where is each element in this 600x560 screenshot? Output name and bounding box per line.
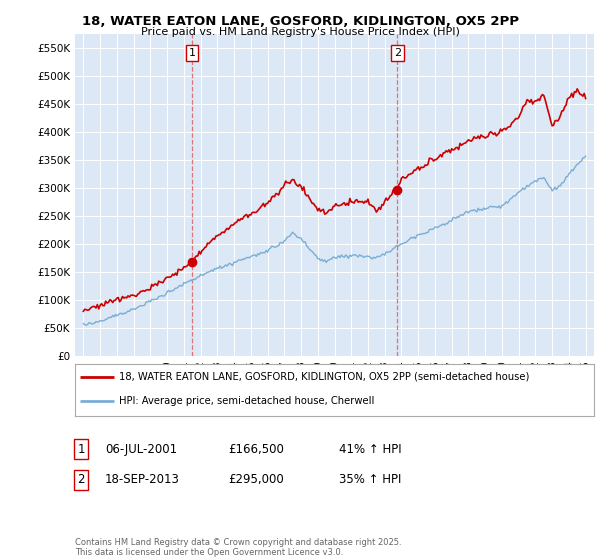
Text: 18-SEP-2013: 18-SEP-2013 <box>105 473 180 487</box>
Text: Contains HM Land Registry data © Crown copyright and database right 2025.
This d: Contains HM Land Registry data © Crown c… <box>75 538 401 557</box>
Text: 18, WATER EATON LANE, GOSFORD, KIDLINGTON, OX5 2PP (semi-detached house): 18, WATER EATON LANE, GOSFORD, KIDLINGTO… <box>119 372 529 382</box>
Text: 1: 1 <box>77 442 85 456</box>
Text: 35% ↑ HPI: 35% ↑ HPI <box>339 473 401 487</box>
Text: 41% ↑ HPI: 41% ↑ HPI <box>339 442 401 456</box>
Text: 06-JUL-2001: 06-JUL-2001 <box>105 442 177 456</box>
Text: £295,000: £295,000 <box>228 473 284 487</box>
Text: 1: 1 <box>188 48 196 58</box>
Text: Price paid vs. HM Land Registry's House Price Index (HPI): Price paid vs. HM Land Registry's House … <box>140 27 460 37</box>
Text: 2: 2 <box>77 473 85 487</box>
Text: HPI: Average price, semi-detached house, Cherwell: HPI: Average price, semi-detached house,… <box>119 396 374 406</box>
Text: 2: 2 <box>394 48 401 58</box>
Text: 18, WATER EATON LANE, GOSFORD, KIDLINGTON, OX5 2PP: 18, WATER EATON LANE, GOSFORD, KIDLINGTO… <box>82 15 518 27</box>
Text: £166,500: £166,500 <box>228 442 284 456</box>
